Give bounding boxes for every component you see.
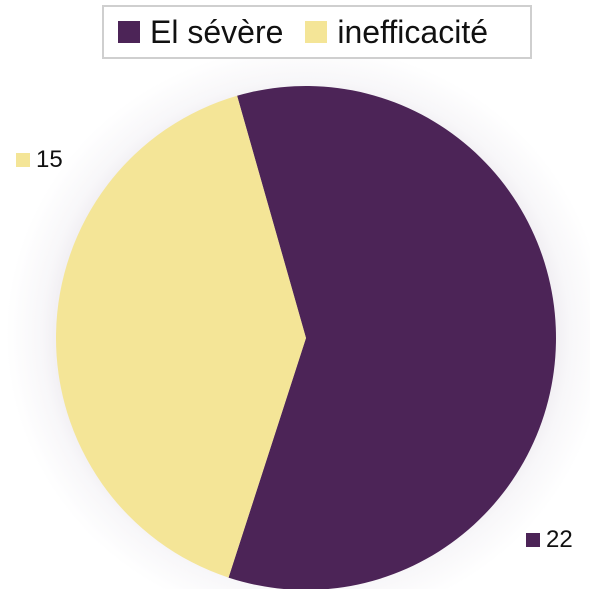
legend-swatch-inefficacite: [305, 21, 328, 43]
data-label-value-el-severe: 22: [546, 526, 573, 553]
pie-slices: [56, 86, 556, 589]
data-label-swatch-inefficacite: [16, 153, 30, 167]
pie-slice-el-severe: [228, 86, 556, 589]
legend: El sévère inefficacité: [102, 5, 532, 59]
legend-item-el-severe: El sévère: [118, 14, 283, 51]
legend-label-inefficacite: inefficacité: [337, 13, 488, 50]
data-label-el-severe: 22: [526, 526, 573, 554]
legend-swatch-el-severe: [118, 21, 140, 43]
legend-item-inefficacite: inefficacité: [305, 14, 488, 51]
pie-slice-inefficacite: [56, 95, 306, 578]
data-label-inefficacite: 15: [16, 146, 63, 174]
data-label-value-inefficacite: 15: [36, 146, 63, 173]
data-label-swatch-el-severe: [526, 533, 540, 547]
legend-label-el-severe: El sévère: [150, 13, 284, 50]
